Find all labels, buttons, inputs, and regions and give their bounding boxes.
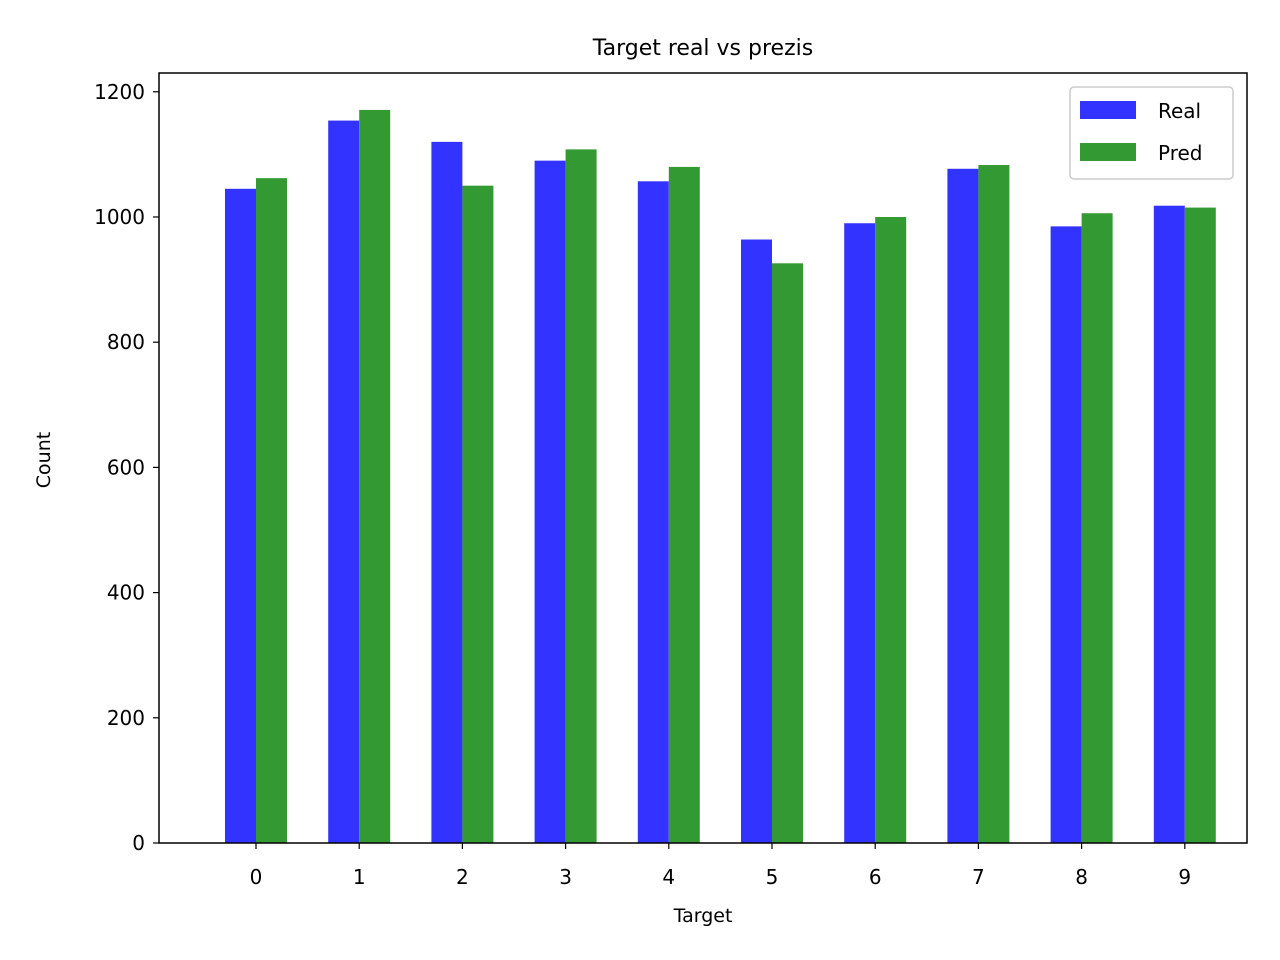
y-tick-label: 0 (132, 831, 145, 855)
bar-pred-9 (1184, 207, 1216, 843)
bar-pred-0 (256, 178, 287, 844)
bar-real-5 (741, 239, 772, 843)
bar-real-8 (1050, 226, 1082, 844)
bar-pred-6 (875, 216, 907, 843)
bar-real-3 (534, 160, 566, 843)
bar-real-0 (225, 188, 256, 844)
bar-real-4 (637, 181, 669, 844)
bar-pred-8 (1081, 213, 1113, 843)
y-tick-label: 200 (107, 706, 145, 730)
y-tick-label: 600 (107, 455, 145, 479)
x-tick-label: 8 (1075, 865, 1088, 889)
x-tick-label: 4 (662, 865, 675, 889)
legend: Real Pred (1069, 86, 1234, 180)
x-tick-label: 6 (869, 865, 882, 889)
y-axis: 0 200 400 600 800 1000 1200 (94, 80, 159, 855)
y-tick-label: 400 (107, 581, 145, 605)
legend-label-pred: Pred (1158, 141, 1203, 165)
x-axis: 0 1 2 3 4 5 6 7 8 9 (250, 843, 1191, 889)
bar-pred-7 (978, 165, 1010, 843)
x-tick-label: 3 (559, 865, 572, 889)
bar-real-6 (844, 223, 876, 843)
legend-box (1069, 86, 1234, 180)
legend-label-real: Real (1158, 99, 1201, 123)
y-tick-label: 800 (107, 330, 145, 354)
bar-pred-3 (565, 149, 597, 844)
x-tick-label: 5 (766, 865, 779, 889)
y-tick-label: 1000 (94, 205, 145, 229)
bar-real-9 (1153, 205, 1185, 843)
bar-pred-1 (359, 109, 391, 844)
x-axis-label: Target (673, 905, 733, 927)
x-tick-label: 7 (972, 865, 985, 889)
bar-pred-2 (462, 185, 494, 843)
y-tick-label: 1200 (94, 80, 145, 104)
bars-group (225, 109, 1216, 844)
bar-real-2 (431, 141, 463, 843)
x-tick-label: 1 (353, 865, 366, 889)
bar-real-1 (328, 120, 360, 844)
plot-area (158, 72, 1248, 844)
bar-pred-5 (772, 263, 803, 843)
y-axis-label: Count (33, 432, 55, 488)
x-tick-label: 0 (250, 865, 263, 889)
legend-swatch-real (1080, 101, 1136, 119)
bar-pred-4 (668, 166, 700, 843)
chart-title: Target real vs prezis (592, 36, 813, 61)
x-tick-label: 2 (456, 865, 469, 889)
legend-swatch-pred (1080, 143, 1136, 161)
x-tick-label: 9 (1178, 865, 1191, 889)
bar-real-7 (947, 168, 979, 843)
